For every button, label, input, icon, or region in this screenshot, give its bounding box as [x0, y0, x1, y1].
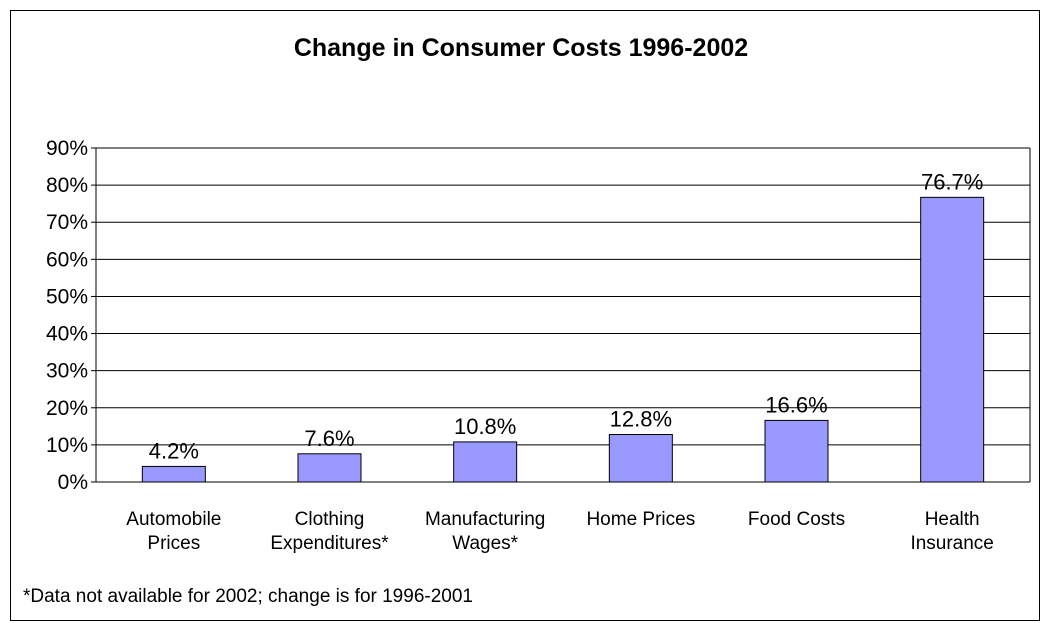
footnote: *Data not available for 2002; change is …: [23, 586, 473, 607]
data-label: 4.2%: [149, 438, 199, 463]
y-tick-label: 90%: [46, 137, 88, 160]
x-category-label: Clothing Expenditures*: [270, 509, 389, 554]
bar: [453, 441, 518, 483]
chart-frame: [10, 10, 1040, 621]
y-tick-label: 70%: [46, 211, 88, 234]
bar: [608, 433, 673, 483]
chart-title: Change in Consumer Costs 1996-2002: [293, 34, 749, 62]
data-label: 76.7%: [921, 169, 983, 194]
x-category-label: Home Prices: [586, 509, 695, 530]
bar: [920, 196, 985, 483]
y-tick-label: 80%: [46, 174, 88, 197]
y-tick-label: 30%: [46, 360, 88, 383]
x-category-label: Health Insurance: [910, 509, 993, 554]
y-tick-label: 20%: [46, 397, 88, 420]
y-tick-label: 10%: [46, 434, 88, 457]
data-label: 12.8%: [610, 406, 672, 431]
data-label: 16.6%: [765, 392, 827, 417]
x-category-label: Automobile Prices: [126, 509, 221, 554]
data-label: 7.6%: [304, 426, 354, 451]
y-tick-label: 40%: [46, 323, 88, 346]
y-tick-label: 60%: [46, 248, 88, 271]
x-category-label: Manufacturing Wages*: [425, 509, 545, 554]
bar: [297, 453, 362, 483]
bar: [764, 419, 829, 483]
x-category-label: Food Costs: [748, 509, 845, 530]
y-tick-label: 0%: [58, 471, 88, 494]
bar: [141, 465, 206, 483]
y-tick-label: 50%: [46, 285, 88, 308]
data-label: 10.8%: [454, 414, 516, 439]
